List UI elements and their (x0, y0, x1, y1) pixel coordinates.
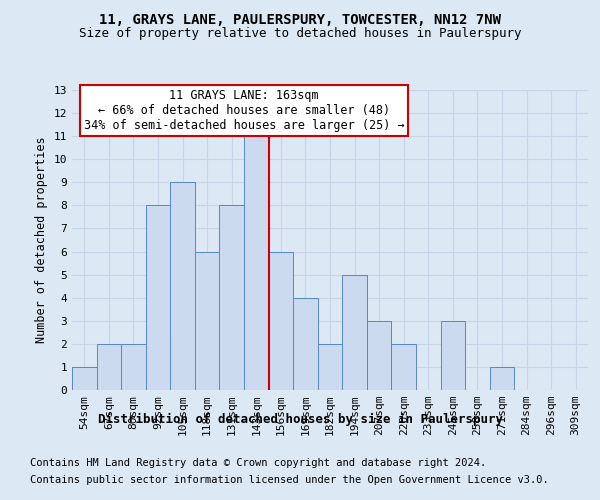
Bar (244, 136, 269, 390)
Bar (269, 252, 293, 390)
Bar (391, 344, 416, 390)
Text: Distribution of detached houses by size in Paulerspury: Distribution of detached houses by size … (97, 412, 503, 426)
Text: Size of property relative to detached houses in Paulerspury: Size of property relative to detached ho… (79, 28, 521, 40)
Bar (121, 344, 146, 390)
Bar (170, 182, 195, 390)
Text: 11, GRAYS LANE, PAULERSPURY, TOWCESTER, NN12 7NW: 11, GRAYS LANE, PAULERSPURY, TOWCESTER, … (99, 12, 501, 26)
Bar (490, 367, 514, 390)
Bar (220, 206, 244, 390)
Text: 11 GRAYS LANE: 163sqm
← 66% of detached houses are smaller (48)
34% of semi-deta: 11 GRAYS LANE: 163sqm ← 66% of detached … (83, 90, 404, 132)
Y-axis label: Number of detached properties: Number of detached properties (35, 136, 48, 344)
Bar (195, 252, 220, 390)
Bar (367, 321, 391, 390)
Text: Contains HM Land Registry data © Crown copyright and database right 2024.: Contains HM Land Registry data © Crown c… (30, 458, 486, 468)
Bar (72, 367, 97, 390)
Bar (318, 344, 342, 390)
Bar (342, 274, 367, 390)
Bar (146, 206, 170, 390)
Bar (440, 321, 465, 390)
Bar (293, 298, 318, 390)
Text: Contains public sector information licensed under the Open Government Licence v3: Contains public sector information licen… (30, 475, 549, 485)
Bar (97, 344, 121, 390)
